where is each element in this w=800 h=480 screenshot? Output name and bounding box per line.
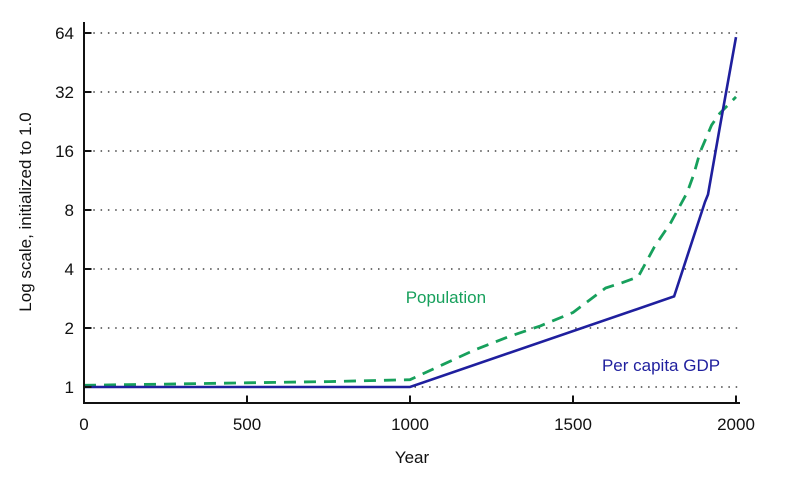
y-tick-label-16: 16 bbox=[55, 142, 74, 161]
y-tick-label-1: 1 bbox=[65, 378, 74, 397]
x-axis-label: Year bbox=[394, 448, 430, 467]
y-tick-label-64: 64 bbox=[55, 24, 74, 43]
axes bbox=[83, 22, 740, 404]
series-label-per-capita-gdp: Per capita GDP bbox=[601, 355, 721, 375]
series-line-population bbox=[83, 95, 737, 387]
y-tick-label-4: 4 bbox=[65, 260, 74, 279]
x-tick-label-1500: 1500 bbox=[554, 415, 592, 434]
x-tick-label-2000: 2000 bbox=[717, 415, 755, 434]
x-tick-label-1000: 1000 bbox=[391, 415, 429, 434]
series-label-population: Population bbox=[405, 287, 487, 307]
x-tick-label-500: 500 bbox=[233, 415, 261, 434]
y-tick-label-32: 32 bbox=[55, 83, 74, 102]
series-line-per-capita-gdp bbox=[84, 36, 738, 389]
x-tick-label-0: 0 bbox=[79, 415, 88, 434]
y-tick-label-8: 8 bbox=[65, 201, 74, 220]
y-tick-label-2: 2 bbox=[65, 319, 74, 338]
y-axis-label: Log scale, initialized to 1.0 bbox=[16, 112, 35, 312]
